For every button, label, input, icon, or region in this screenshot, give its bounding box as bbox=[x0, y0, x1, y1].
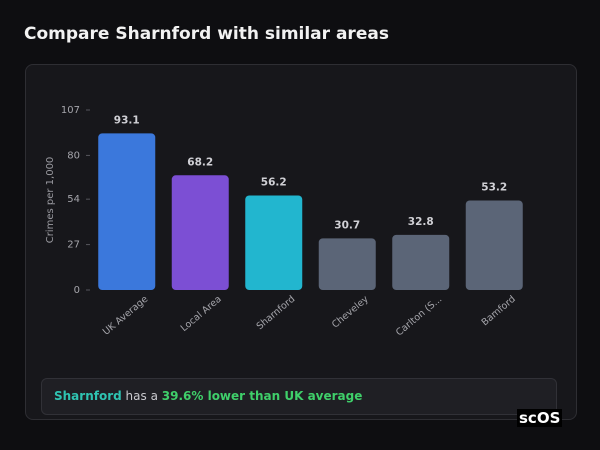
y-tick-label: 27 bbox=[67, 240, 80, 251]
bar bbox=[171, 175, 229, 290]
callout-text: has a bbox=[125, 389, 158, 403]
callout-highlight: 39.6% lower than UK average bbox=[161, 389, 363, 403]
x-tick-label: Cheveley bbox=[330, 294, 371, 331]
value-label: 68.2 bbox=[187, 156, 213, 168]
bar bbox=[465, 200, 523, 290]
y-tick-label: 107 bbox=[61, 105, 80, 116]
bar bbox=[245, 195, 303, 290]
callout: Sharnford has a 39.6% lower than UK aver… bbox=[41, 378, 557, 415]
watermark: scOS bbox=[517, 409, 563, 427]
value-label: 56.2 bbox=[261, 176, 287, 188]
bar bbox=[318, 238, 376, 290]
x-tick-label: Carlton (S... bbox=[394, 294, 444, 339]
value-label: 53.2 bbox=[481, 182, 507, 194]
value-label: 30.7 bbox=[334, 219, 360, 231]
value-label: 32.8 bbox=[408, 216, 434, 228]
x-tick-label: UK Average bbox=[101, 294, 150, 338]
y-axis-label: Crimes per 1,000 bbox=[45, 157, 56, 244]
value-label: 93.1 bbox=[114, 114, 140, 126]
y-tick-label: 54 bbox=[67, 194, 80, 205]
bar bbox=[98, 133, 156, 290]
bar bbox=[392, 234, 450, 290]
x-tick-label: Local Area bbox=[179, 294, 224, 334]
page-title: Compare Sharnford with similar areas bbox=[24, 24, 389, 44]
y-tick-label: 80 bbox=[67, 150, 80, 161]
y-tick-label: 0 bbox=[74, 285, 80, 296]
callout-place: Sharnford bbox=[54, 389, 122, 403]
x-tick-label: Bamford bbox=[480, 294, 518, 328]
x-tick-label: Sharnford bbox=[255, 294, 298, 332]
